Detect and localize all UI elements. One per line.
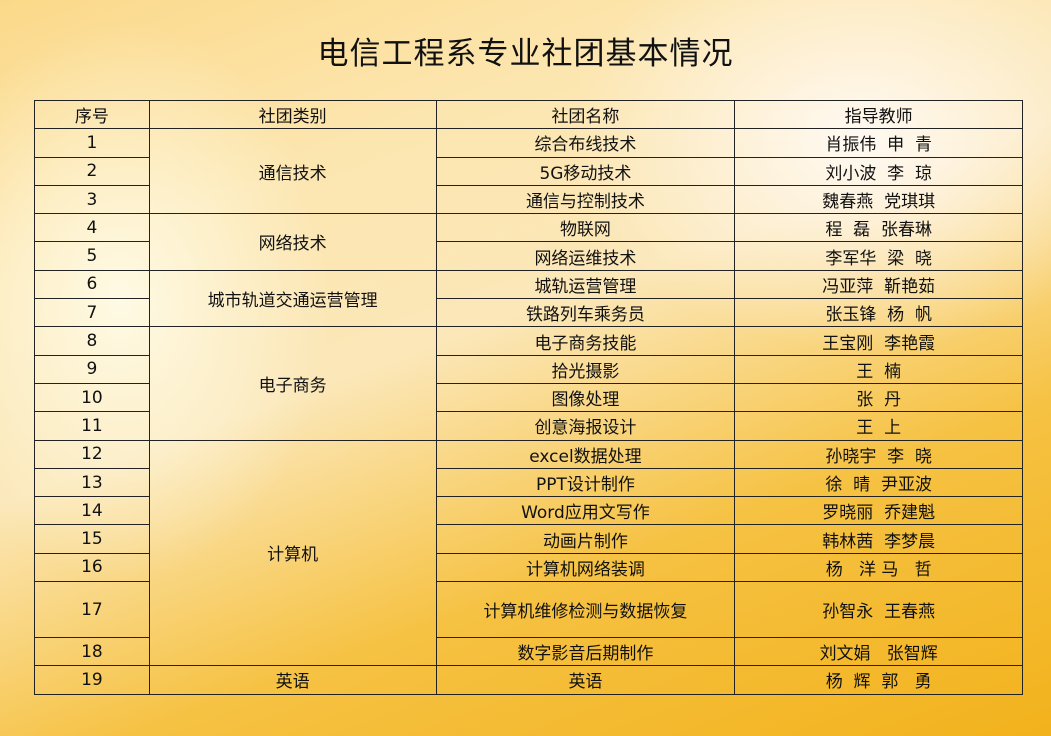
teacher-cell: 魏春燕 党琪琪: [734, 184, 1023, 215]
teacher-cell: 杨 洋 马 哲: [734, 552, 1023, 583]
club-name: 创意海报设计: [435, 411, 736, 441]
row-number: 6: [34, 269, 150, 300]
table-row: 5 网络运维技术 李军华 梁 晓: [34, 241, 1023, 271]
table-row: 6 城市轨道交通运营管理 城轨运营管理 冯亚萍 靳艳茹: [34, 269, 1023, 328]
table-row: 16 计算机网络装调杨 洋 马 哲: [34, 552, 1023, 583]
table-row: 19 英语 英语杨 辉 郭 勇: [34, 665, 1023, 695]
club-name: 综合布线技术: [435, 128, 736, 158]
row-number: 19: [34, 665, 150, 695]
table-row: 4 网络技术 物联网程 磊 张春琳: [34, 213, 1023, 271]
club-table: 序号 社团类别 社团名称 指导教师 1 通信技术 综合布线技术 肖振伟 申 青 2 5G移…: [34, 99, 1023, 695]
teacher-cell: 徐 晴 尹亚波: [734, 467, 1023, 498]
row-number: 10: [34, 382, 150, 413]
category-cell: 计算机: [148, 439, 437, 667]
club-name: 5G移动技术: [435, 156, 736, 186]
row-number: 9: [34, 354, 150, 384]
row-number: 12: [34, 439, 150, 469]
club-name: excel数据处理: [435, 439, 736, 469]
club-name: 拾光摄影: [435, 354, 736, 384]
teacher-cell: 刘小波 李 琼: [734, 156, 1023, 186]
teacher-cell: 韩林茜 李梦晨: [734, 524, 1023, 554]
club-name: 网络运维技术: [435, 241, 736, 271]
row-number: 17: [34, 581, 150, 639]
row-number: 13: [34, 467, 150, 498]
row-number: 16: [34, 552, 150, 583]
table-row: 2 5G移动技术 刘小波 李 琼: [34, 156, 1023, 186]
table-row: 8 电子商务 电子商务技能 王宝刚 李艳霞: [34, 326, 1023, 441]
club-name: Word应用文写作: [435, 496, 736, 526]
table-row: 14 Word应用文写作 罗晓丽 乔建魁: [34, 496, 1023, 526]
header-no: 序号: [34, 99, 150, 130]
category-cell: 网络技术: [148, 213, 437, 271]
row-number: 11: [34, 411, 150, 441]
teacher-cell: 杨 辉 郭 勇: [734, 665, 1023, 695]
teacher-cell: 张玉锋 杨 帆: [734, 298, 1023, 328]
club-name: 图像处理: [435, 382, 736, 413]
table-row: 12 计算机 excel数据处理 孙晓宇 李 晓: [34, 439, 1023, 667]
row-number: 1: [34, 128, 150, 158]
row-number: 8: [34, 326, 150, 356]
table-row: 15 动画片制作 韩林茜 李梦晨: [34, 524, 1023, 554]
header-club-name: 社团名称: [435, 99, 736, 130]
club-name: 数字影音后期制作: [435, 637, 736, 667]
club-name: PPT设计制作: [435, 467, 736, 498]
table-row: 7 铁路列车乘务员 张玉锋 杨 帆: [34, 298, 1023, 328]
category-cell: 英语: [148, 665, 437, 695]
table-row: 3 通信与控制技术 魏春燕 党琪琪: [34, 184, 1023, 215]
club-name: 物联网: [435, 213, 736, 243]
teacher-cell: 程 磊 张春琳: [734, 213, 1023, 243]
row-number: 18: [34, 637, 150, 667]
teacher-cell: 李军华 梁 晓: [734, 241, 1023, 271]
teacher-cell: 王 上: [734, 411, 1023, 441]
teacher-cell: 冯亚萍 靳艳茹: [734, 269, 1023, 300]
club-name: 计算机网络装调: [435, 552, 736, 583]
club-name: 计算机维修检测与数据恢复: [435, 581, 736, 639]
teacher-cell: 王宝刚 李艳霞: [734, 326, 1023, 356]
category-cell: 电子商务: [148, 326, 437, 441]
club-name: 通信与控制技术: [435, 184, 736, 215]
club-name: 城轨运营管理: [435, 269, 736, 300]
table-row: 13 PPT设计制作徐 晴 尹亚波: [34, 467, 1023, 498]
table-row: 9 拾光摄影王 楠: [34, 354, 1023, 384]
header-teacher: 指导教师: [734, 99, 1023, 130]
table-row: 1 通信技术 综合布线技术 肖振伟 申 青: [34, 128, 1023, 215]
teacher-cell: 王 楠: [734, 354, 1023, 384]
teacher-cell: 张 丹: [734, 382, 1023, 413]
teacher-cell: 肖振伟 申 青: [734, 128, 1023, 158]
category-cell: 城市轨道交通运营管理: [148, 269, 437, 328]
club-name: 动画片制作: [435, 524, 736, 554]
row-number: 7: [34, 298, 150, 328]
row-number: 2: [34, 156, 150, 186]
teacher-cell: 罗晓丽 乔建魁: [734, 496, 1023, 526]
club-name: 电子商务技能: [435, 326, 736, 356]
row-number: 5: [34, 241, 150, 271]
club-name: 英语: [435, 665, 736, 695]
table-row: 18 数字影音后期制作 刘文娟 张智辉: [34, 637, 1023, 667]
row-number: 15: [34, 524, 150, 554]
club-name: 铁路列车乘务员: [435, 298, 736, 328]
teacher-cell: 孙晓宇 李 晓: [734, 439, 1023, 469]
teacher-cell: 刘文娟 张智辉: [734, 637, 1023, 667]
row-number: 4: [34, 213, 150, 243]
header-category: 社团类别: [148, 99, 437, 130]
row-number: 14: [34, 496, 150, 526]
row-number: 3: [34, 184, 150, 215]
header-row: 序号 社团类别 社团名称 指导教师: [34, 99, 1023, 130]
category-cell: 通信技术: [148, 128, 437, 215]
teacher-cell: 孙智永 王春燕: [734, 581, 1023, 639]
page-title: 电信工程系专业社团基本情况: [317, 36, 734, 72]
